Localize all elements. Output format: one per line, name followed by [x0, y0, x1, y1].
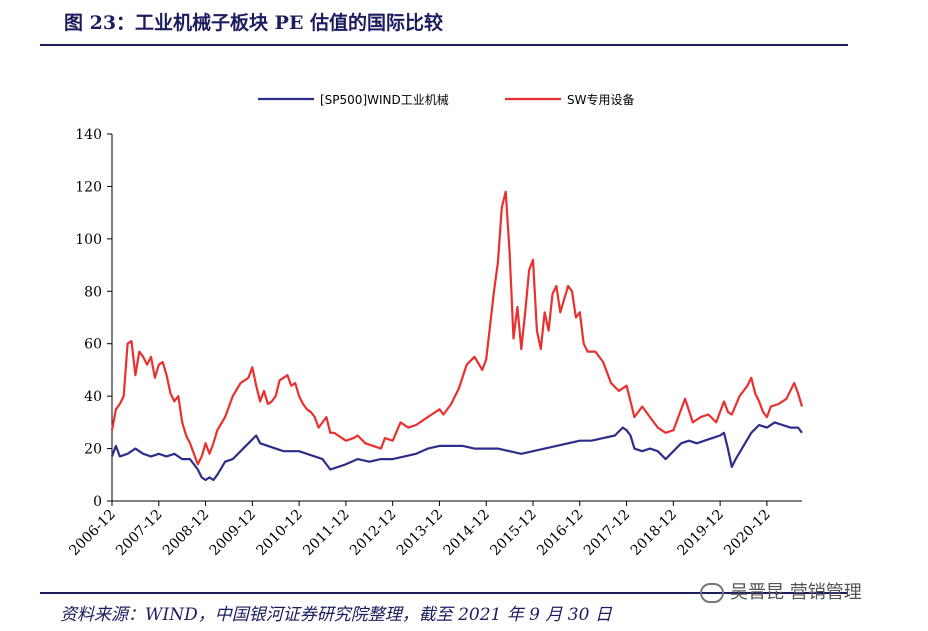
x-tick-label: 2011-12	[300, 507, 352, 559]
x-tick-label: 2013-12	[394, 507, 446, 559]
legend: [SP500]WIND工业机械 SW专用设备	[258, 92, 634, 107]
x-tick-label: 2020-12	[721, 507, 773, 559]
x-tick-label: 2008-12	[160, 507, 212, 559]
figure-title: 图 23：工业机械子板块 PE 估值的国际比较	[64, 12, 444, 34]
source-note: 资料来源：WIND，中国银河证券研究院整理，截至 2021 年 9 月 30 日	[60, 605, 612, 625]
y-tick-label: 140	[75, 127, 102, 143]
legend-label-sw: SW专用设备	[567, 92, 634, 107]
series-line-0	[110, 421, 803, 482]
x-tick-label: 2012-12	[347, 507, 399, 559]
y-tick-label: 120	[75, 179, 102, 195]
watermark: 吴晋昆 营销管理	[700, 578, 862, 604]
y-tick-label: 80	[84, 284, 102, 300]
series-lines	[110, 190, 804, 482]
x-tick-label: 2018-12	[628, 507, 680, 559]
title-rule	[40, 44, 848, 46]
y-tick-label: 0	[93, 494, 102, 510]
y-tick-label: 20	[84, 442, 102, 458]
x-tick-label: 2016-12	[534, 507, 586, 559]
x-tick-label: 2007-12	[113, 507, 165, 559]
watermark-text: 吴晋昆 营销管理	[730, 582, 862, 603]
y-tick-label: 100	[75, 232, 102, 248]
wechat-icon	[700, 583, 724, 603]
source-rule	[40, 592, 848, 594]
x-tick-label: 2014-12	[441, 507, 493, 559]
axes: 0204060801001201402006-122007-122008-122…	[66, 127, 802, 559]
x-tick-label: 2017-12	[581, 507, 633, 559]
y-tick-label: 60	[84, 337, 102, 353]
legend-label-sp500: [SP500]WIND工业机械	[320, 92, 449, 107]
x-tick-label: 2006-12	[66, 507, 118, 559]
series-line-1	[110, 190, 804, 466]
x-tick-label: 2010-12	[253, 507, 305, 559]
y-tick-label: 40	[84, 389, 102, 405]
x-tick-label: 2015-12	[487, 507, 539, 559]
x-tick-label: 2009-12	[207, 507, 259, 559]
x-tick-label: 2019-12	[675, 507, 727, 559]
